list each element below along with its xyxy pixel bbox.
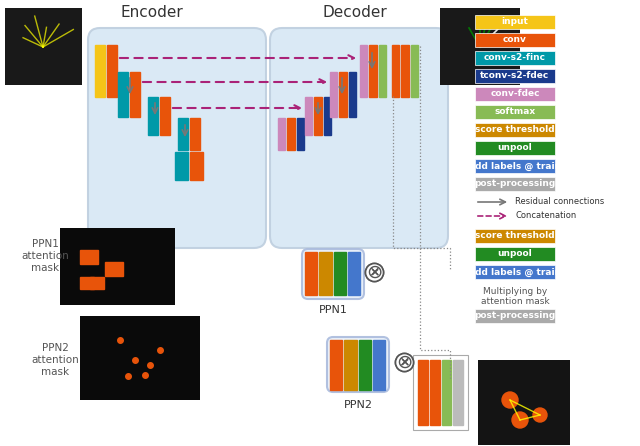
Bar <box>333 252 346 295</box>
Bar <box>475 177 555 191</box>
Text: PPN2: PPN2 <box>344 400 372 410</box>
Text: ×: × <box>368 265 380 280</box>
Text: softmax: softmax <box>495 107 536 116</box>
Bar <box>475 141 555 155</box>
Text: conv-s2-finc: conv-s2-finc <box>484 54 546 62</box>
Bar <box>190 118 200 150</box>
Text: Multiplying by
attention mask: Multiplying by attention mask <box>481 287 549 306</box>
Text: score threshold: score threshold <box>475 125 555 135</box>
Text: score threshold: score threshold <box>475 231 555 240</box>
Bar <box>418 360 428 425</box>
Circle shape <box>502 392 518 408</box>
FancyBboxPatch shape <box>302 249 364 299</box>
Text: Decoder: Decoder <box>323 5 387 20</box>
Text: Encoder: Encoder <box>120 5 184 20</box>
Bar <box>348 252 360 295</box>
Text: input: input <box>502 17 529 26</box>
Bar <box>80 250 98 264</box>
Bar <box>475 33 555 47</box>
Bar <box>413 355 468 430</box>
Bar <box>475 87 555 101</box>
Text: conv-fdec: conv-fdec <box>490 90 540 99</box>
Bar <box>339 72 347 117</box>
Bar <box>278 118 285 150</box>
Bar <box>360 45 367 97</box>
Bar <box>475 265 555 279</box>
Text: conv: conv <box>503 36 527 45</box>
Bar <box>392 45 399 97</box>
Text: ⊗: ⊗ <box>396 352 412 372</box>
Bar <box>475 247 555 261</box>
Bar <box>118 72 128 117</box>
Bar <box>287 118 294 150</box>
Circle shape <box>512 412 528 428</box>
Text: add labels @ train: add labels @ train <box>469 268 561 277</box>
Text: PPN1
attention
mask: PPN1 attention mask <box>21 240 69 273</box>
Bar <box>178 118 188 150</box>
Bar <box>475 229 555 243</box>
Bar <box>453 360 463 425</box>
Bar <box>369 45 377 97</box>
Bar <box>324 97 331 135</box>
Bar <box>475 69 555 83</box>
FancyBboxPatch shape <box>327 337 389 392</box>
Bar <box>80 277 94 289</box>
Bar <box>175 152 188 180</box>
Bar <box>305 252 317 295</box>
Bar <box>358 340 371 390</box>
Text: PPN1: PPN1 <box>319 305 348 315</box>
Bar <box>344 340 356 390</box>
Bar <box>305 97 312 135</box>
Bar <box>442 360 451 425</box>
Bar <box>148 97 158 135</box>
Bar <box>314 97 322 135</box>
Bar <box>319 252 332 295</box>
Bar <box>372 340 385 390</box>
Text: unpool: unpool <box>498 249 532 259</box>
Bar <box>95 45 105 97</box>
Text: PPN2
attention
mask: PPN2 attention mask <box>31 343 79 376</box>
Bar <box>105 262 123 276</box>
Bar <box>401 45 409 97</box>
Text: Concatenation: Concatenation <box>515 211 576 220</box>
Bar <box>297 118 304 150</box>
Text: ×: × <box>398 355 410 369</box>
Bar <box>130 72 140 117</box>
Text: unpool: unpool <box>498 144 532 153</box>
Circle shape <box>533 408 547 422</box>
Bar <box>107 45 117 97</box>
Bar <box>330 340 342 390</box>
Bar <box>90 277 104 289</box>
FancyBboxPatch shape <box>88 28 266 248</box>
Bar <box>475 51 555 65</box>
Text: tconv-s2-fdec: tconv-s2-fdec <box>481 71 550 80</box>
Bar <box>190 152 203 180</box>
Bar <box>475 309 555 323</box>
Bar <box>411 45 418 97</box>
Text: Residual connections: Residual connections <box>515 198 604 206</box>
Bar <box>379 45 386 97</box>
Text: post-processing: post-processing <box>474 179 556 189</box>
Bar <box>349 72 356 117</box>
Bar <box>475 123 555 137</box>
Bar <box>330 72 337 117</box>
Text: post-processing: post-processing <box>474 311 556 321</box>
Bar <box>475 159 555 173</box>
FancyBboxPatch shape <box>270 28 448 248</box>
Bar <box>475 15 555 29</box>
Bar <box>160 97 170 135</box>
Text: add labels @ train: add labels @ train <box>469 161 561 170</box>
Text: ⊗: ⊗ <box>366 263 382 281</box>
Bar <box>429 360 440 425</box>
Bar <box>475 105 555 119</box>
